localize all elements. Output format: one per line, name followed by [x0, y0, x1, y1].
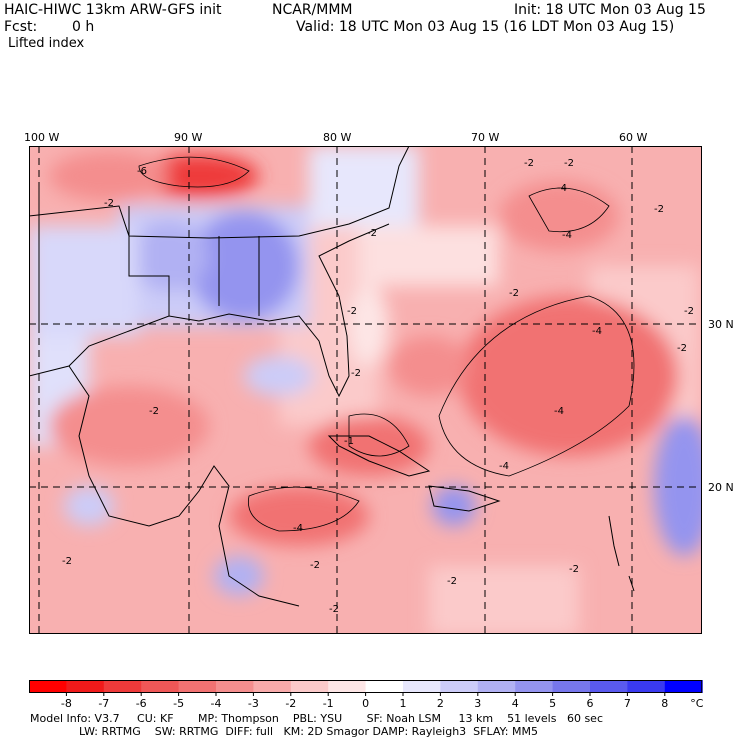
contour-label: -4 — [554, 406, 564, 417]
fcst-value: 0 h — [72, 19, 95, 35]
lon-label-80w: 80 W — [323, 131, 352, 144]
colorbar-swatch — [365, 680, 404, 693]
contour-label: -6 — [137, 166, 147, 177]
model-title: HAIC-HIWC 13km ARW-GFS init — [4, 2, 222, 18]
contour-label: -2 — [62, 556, 72, 567]
colorbar-swatch — [664, 680, 703, 693]
contour-label: -2 — [684, 306, 694, 317]
lifted-index-map: -6 -2 -2 -2 -4 -4 -2 -2 -2 -4 -2 -4 -4 -… — [29, 146, 702, 634]
colorbar-swatch — [141, 680, 180, 693]
colorbar-tick-label: 3 — [474, 697, 481, 710]
contour-label: -2 — [509, 288, 519, 299]
contour-label: -2 — [524, 158, 534, 169]
colorbar-tick-label: 4 — [512, 697, 519, 710]
colorbar-tick-label: -2 — [285, 697, 296, 710]
contour-label: -2 — [310, 560, 320, 571]
contour-label: -1 — [344, 436, 354, 447]
field-name: Lifted index — [8, 36, 85, 51]
colorbar-tick-label: -8 — [61, 697, 72, 710]
colorbar-tick-label: 1 — [400, 697, 407, 710]
map-frame — [29, 146, 702, 634]
contour-label: -2 — [347, 306, 357, 317]
colorbar-tick-label: -3 — [248, 697, 259, 710]
contour-label: -2 — [569, 564, 579, 575]
colorbar-tick-label: 8 — [661, 697, 668, 710]
contour-label: -2 — [149, 406, 159, 417]
footer-physics-info: LW: RRTMG SW: RRTMG DIFF: full KM: 2D Sm… — [30, 725, 538, 738]
contour-label: -2 — [564, 158, 574, 169]
colorbar-swatch — [253, 680, 292, 693]
contour-label: -4 — [557, 183, 567, 194]
valid-time: Valid: 18 UTC Mon 03 Aug 15 (16 LDT Mon … — [296, 19, 675, 35]
colorbar-swatch — [590, 680, 628, 693]
colorbar-border — [29, 680, 703, 693]
lon-label-100w: 100 W — [24, 131, 60, 144]
colorbar-swatch — [477, 680, 516, 693]
colorbar-swatch — [627, 680, 666, 693]
colorbar-swatch — [552, 680, 591, 693]
lat-label-20n: 20 N — [708, 481, 734, 494]
colorbar-swatch — [328, 680, 367, 693]
contour-label: -2 — [351, 368, 361, 379]
coastlines — [29, 146, 635, 607]
colorbar-tick-label: -6 — [136, 697, 147, 710]
contour-label: -2 — [104, 198, 114, 209]
colorbar-swatch — [515, 680, 554, 693]
org-label: NCAR/MMM — [272, 2, 353, 18]
fcst-label: Fcst: — [4, 19, 38, 35]
colorbar-swatch — [403, 680, 441, 693]
colorbar-tick-label: -7 — [98, 697, 109, 710]
footer-model-info: Model Info: V3.7 CU: KF MP: Thompson PBL… — [30, 712, 603, 725]
colorbar-swatch — [440, 680, 479, 693]
contour-label: -2 — [447, 576, 457, 587]
lon-label-90w: 90 W — [174, 131, 203, 144]
contour-label: -2 — [654, 204, 664, 215]
colorbar-tick-label: -5 — [173, 697, 184, 710]
colorbar-tick-label: -1 — [323, 697, 334, 710]
colorbar-tick-label: 0 — [362, 697, 369, 710]
colorbar-swatch — [290, 680, 329, 693]
contour-label: -2 — [367, 228, 377, 239]
colorbar-swatch — [66, 680, 105, 693]
contour-label: -2 — [677, 343, 687, 354]
shaded-field — [29, 146, 702, 634]
colorbar-swatch — [103, 680, 142, 693]
colorbar: -8 -7 -6 -5 -4 -3 -2 -1 0 1 2 3 4 5 6 7 8 °C — [29, 680, 704, 710]
lon-label-60w: 60 W — [619, 131, 648, 144]
colorbar-tick-label: 5 — [549, 697, 556, 710]
colorbar-swatch — [178, 680, 217, 693]
colorbar-tick-label: 2 — [437, 697, 444, 710]
lat-label-30n: 30 N — [708, 318, 734, 331]
colorbar-tick-label: -4 — [211, 697, 222, 710]
contour-label: -4 — [562, 230, 572, 241]
contour-lines — [138, 156, 635, 532]
contour-label: -4 — [293, 523, 303, 534]
contour-label: -4 — [499, 461, 509, 472]
contour-label: -4 — [592, 326, 602, 337]
colorbar-tick-label: 7 — [624, 697, 631, 710]
lon-label-70w: 70 W — [471, 131, 500, 144]
colorbar-tick-label: 6 — [587, 697, 594, 710]
colorbar-swatch — [216, 680, 254, 693]
colorbar-unit: °C — [690, 697, 704, 710]
colorbar-swatch — [29, 680, 67, 693]
init-time: Init: 18 UTC Mon 03 Aug 15 — [514, 2, 706, 18]
contour-label: -2 — [329, 604, 339, 615]
